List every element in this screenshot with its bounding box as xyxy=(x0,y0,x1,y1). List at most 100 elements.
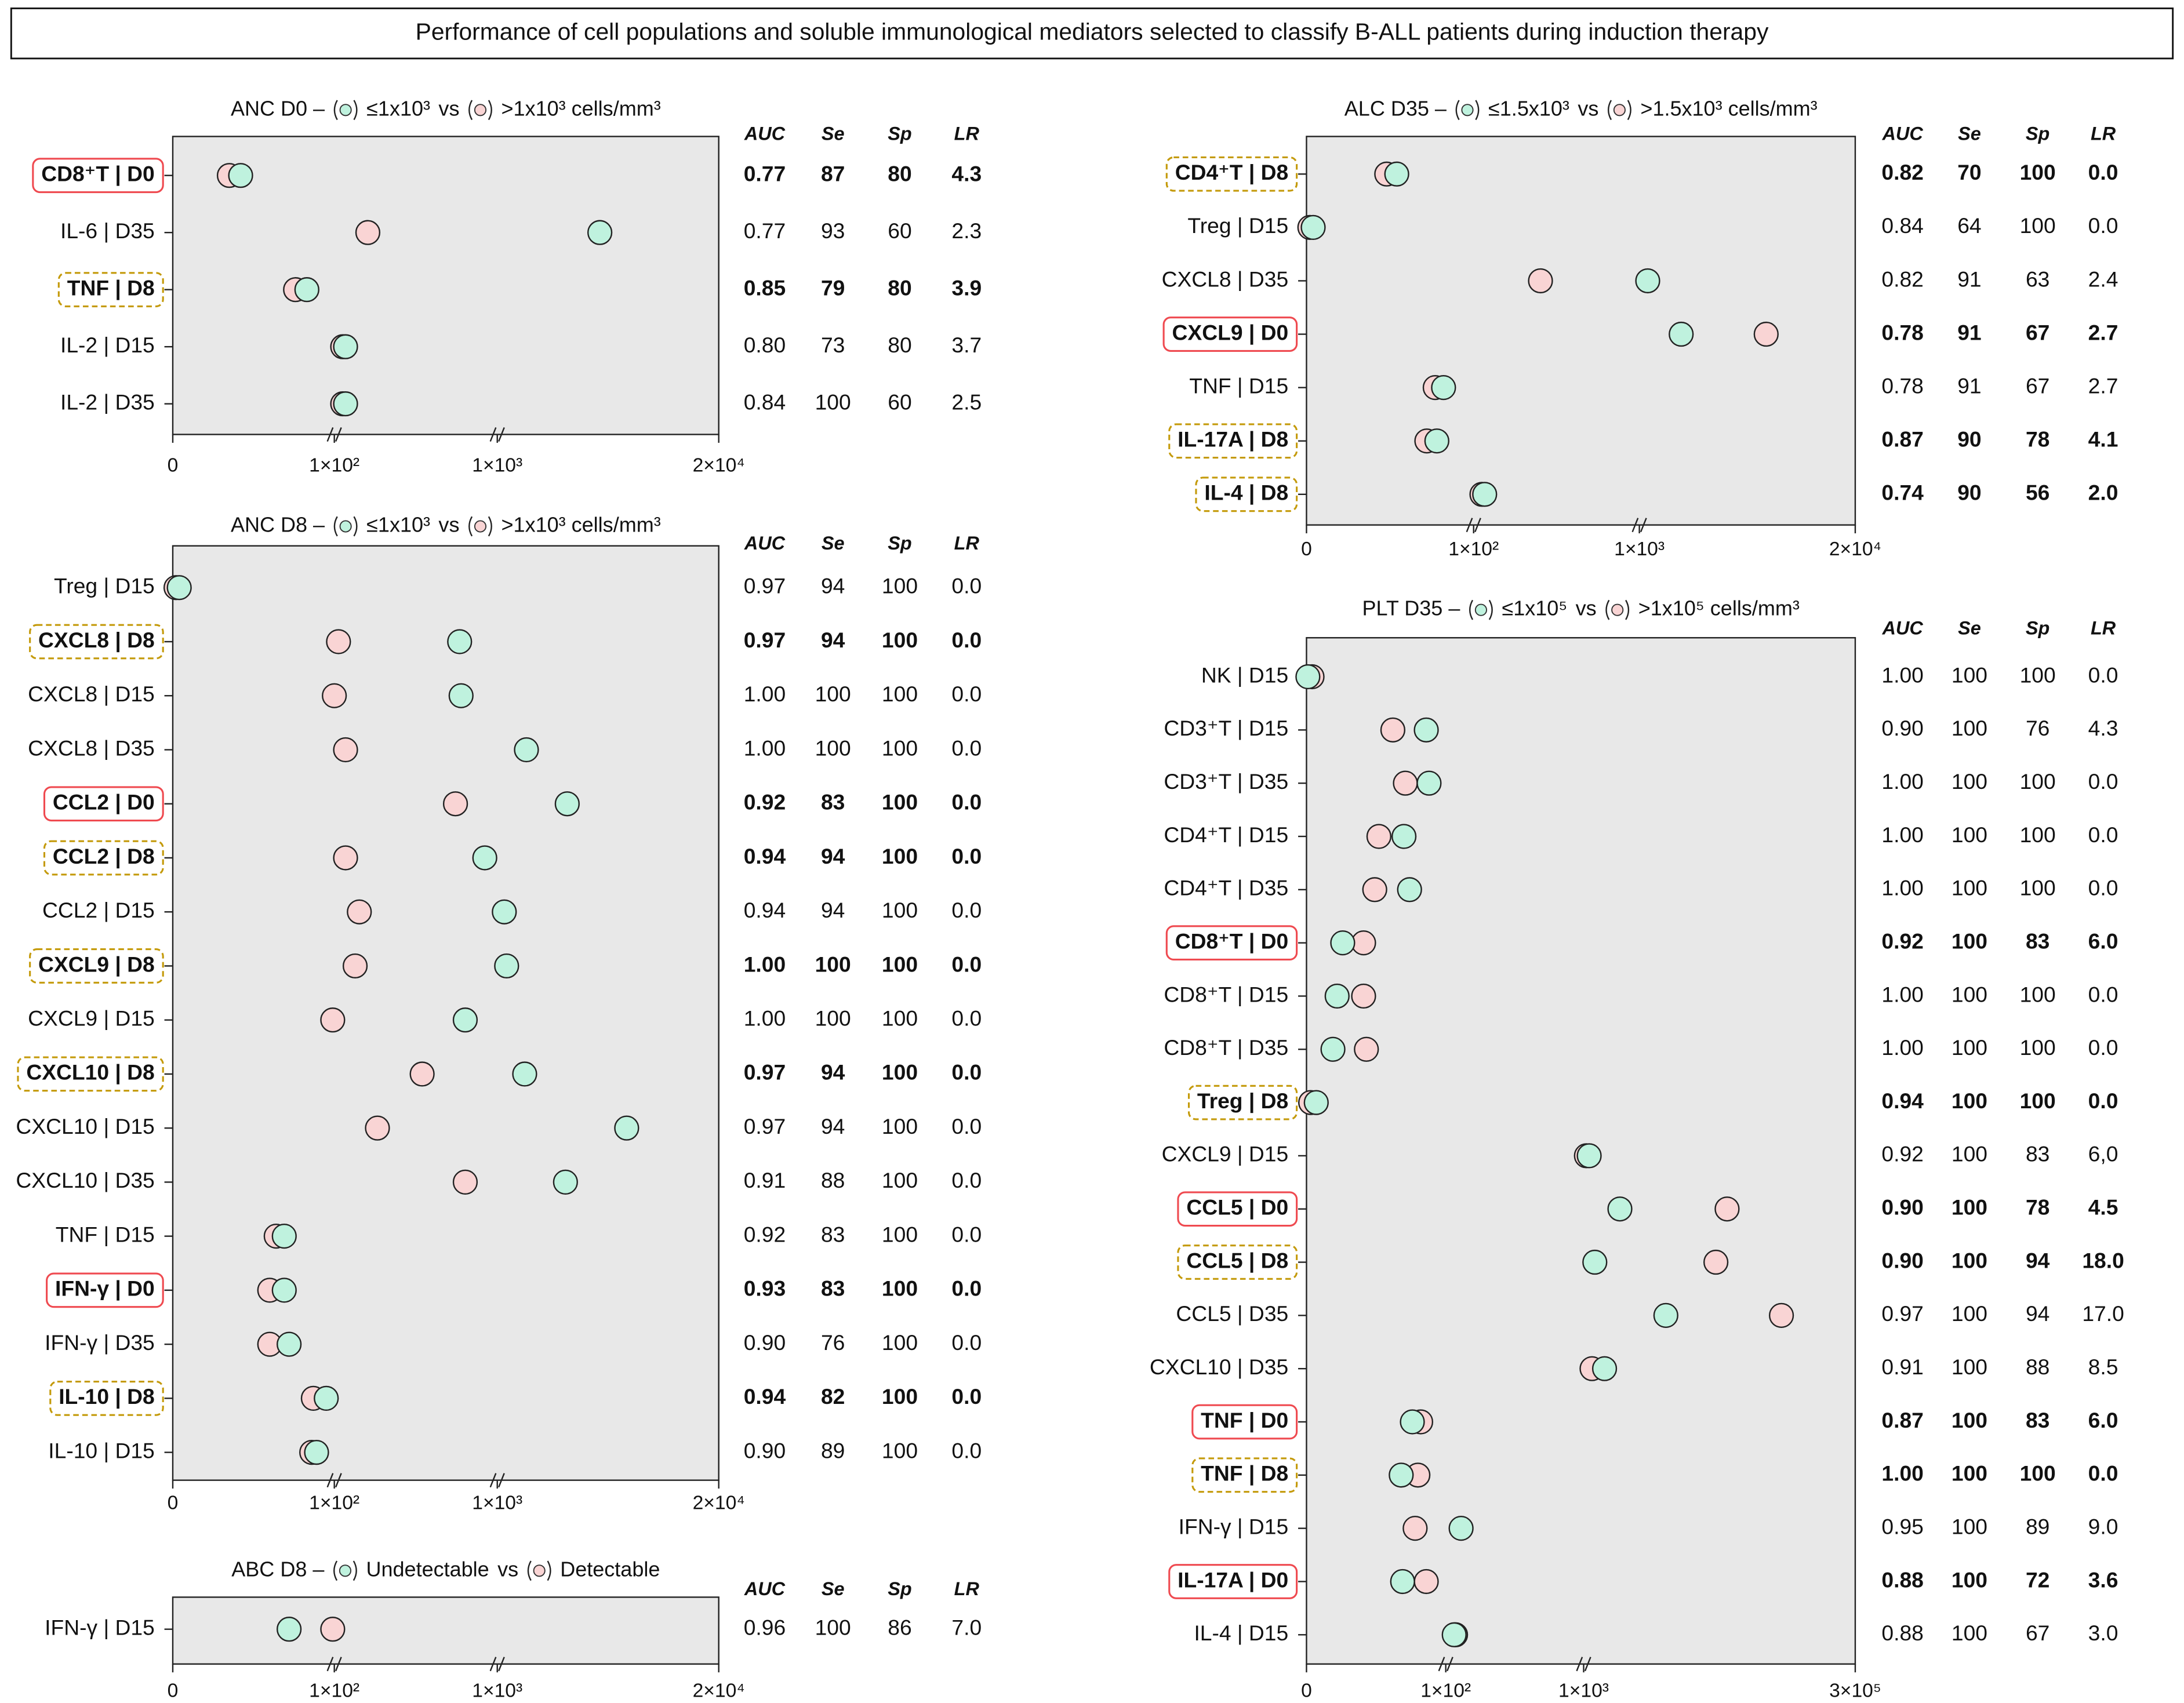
dot xyxy=(1416,770,1442,796)
panel-title: vs xyxy=(438,96,459,120)
table-cell: 83 xyxy=(821,1276,845,1301)
dot xyxy=(1448,1516,1474,1541)
x-tick-label: 3×10⁵ xyxy=(1829,1680,1881,1702)
row-label: CD8⁺T | D35 xyxy=(1164,1035,1288,1060)
row-label: IL-4 | D8 xyxy=(1204,481,1288,505)
table-cell: 88 xyxy=(2026,1355,2049,1379)
table-cell: 2.4 xyxy=(2088,267,2118,291)
row-label: CXCL9 | D15 xyxy=(1162,1142,1289,1166)
x-tick-label: 1×10² xyxy=(309,1492,359,1513)
row-label: Treg | D15 xyxy=(1187,213,1288,238)
row-label: IFN-γ | D0 xyxy=(55,1276,155,1301)
x-tick-label: 2×10⁴ xyxy=(693,1492,745,1513)
dot xyxy=(492,899,517,925)
table-cell: 0.96 xyxy=(744,1615,786,1640)
dot xyxy=(587,220,613,245)
row-label: CCL5 | D35 xyxy=(1176,1301,1288,1326)
table-cell: 93 xyxy=(821,219,845,243)
table-cell: 100 xyxy=(2020,213,2056,238)
dot xyxy=(271,1278,297,1303)
dot xyxy=(277,1617,302,1642)
table-cell: 0.0 xyxy=(951,790,982,814)
table-cell: 100 xyxy=(815,390,851,414)
table-cell: 0.82 xyxy=(1881,160,1923,184)
panel-title: ≤1x10³ xyxy=(366,96,430,120)
table-cell: 76 xyxy=(2026,716,2049,740)
table-cell: 100 xyxy=(882,790,918,814)
table-cell: 100 xyxy=(815,1615,851,1640)
row-label: CXCL9 | D15 xyxy=(28,1006,155,1031)
table-cell: 0.0 xyxy=(951,1384,982,1409)
row-label: IFN-γ | D15 xyxy=(45,1615,155,1640)
row-label: CD3⁺T | D15 xyxy=(1164,716,1288,740)
table-cell: 0.91 xyxy=(744,1168,786,1192)
legend-paren xyxy=(333,100,358,121)
table-cell: 6,0 xyxy=(2088,1142,2118,1166)
table-cell: 8.5 xyxy=(2088,1355,2118,1379)
legend-swatch xyxy=(339,520,352,533)
table-cell: 100 xyxy=(1952,663,1987,687)
table-cell: 0.0 xyxy=(2088,1035,2118,1060)
table-cell: 64 xyxy=(1957,213,1981,238)
dot xyxy=(1351,983,1376,1009)
axis-break xyxy=(1631,518,1639,533)
table-cell: 83 xyxy=(2026,929,2049,953)
table-cell: 80 xyxy=(888,276,911,300)
table-cell: 78 xyxy=(2026,427,2049,452)
x-tick-label: 1×10³ xyxy=(1558,1680,1609,1702)
figure-title: Performance of cell populations and solu… xyxy=(416,18,1769,45)
axis-break xyxy=(498,427,505,442)
dot xyxy=(294,277,319,303)
table-cell: 1.00 xyxy=(744,682,786,706)
row-label: CD4⁺T | D15 xyxy=(1164,823,1288,847)
table-cell: 100 xyxy=(1952,823,1987,847)
table-cell: 100 xyxy=(2020,823,2056,847)
table-cell: 94 xyxy=(821,844,845,868)
row-label: IL-2 | D15 xyxy=(60,333,155,357)
row-label: CXCL10 | D35 xyxy=(16,1168,154,1192)
table-cell: 100 xyxy=(2020,1089,2056,1113)
table-cell: 6.0 xyxy=(2088,1408,2118,1432)
x-tick-label: 1×10² xyxy=(1420,1680,1471,1702)
row-label: IL-4 | D15 xyxy=(1194,1621,1288,1645)
table-cell: 100 xyxy=(882,1330,918,1355)
dot xyxy=(452,1169,478,1195)
row-label: IFN-γ | D15 xyxy=(1179,1514,1289,1538)
table-cell: 0.0 xyxy=(2088,769,2118,794)
panel-title: vs xyxy=(1576,596,1597,620)
dot xyxy=(1703,1249,1729,1275)
row-label: IL-2 | D35 xyxy=(60,390,155,414)
table-cell: 1.00 xyxy=(744,952,786,976)
row-label: CCL2 | D15 xyxy=(42,898,155,922)
table-cell: 94 xyxy=(821,628,845,652)
table-cell: 100 xyxy=(882,1060,918,1085)
table-cell: 94 xyxy=(821,1060,845,1085)
dot xyxy=(1413,717,1439,743)
table-cell: 100 xyxy=(1952,929,1987,953)
x-tick-label: 1×10² xyxy=(309,1680,359,1702)
table-cell: 0.80 xyxy=(744,333,786,357)
table-cell: 0.87 xyxy=(1881,427,1923,452)
row-label: CXCL8 | D35 xyxy=(1162,267,1289,291)
column-header: Se xyxy=(822,533,845,554)
table-cell: 100 xyxy=(1952,1142,1987,1166)
table-cell: 0.0 xyxy=(951,1114,982,1138)
column-header: AUC xyxy=(744,123,786,144)
x-tick-label: 0 xyxy=(1301,1680,1312,1702)
x-tick-label: 0 xyxy=(168,1492,179,1513)
column-header: Sp xyxy=(888,533,911,554)
title-box xyxy=(10,7,2174,60)
table-cell: 0.0 xyxy=(2088,982,2118,1006)
axis-break xyxy=(1438,1657,1445,1672)
legend-paren xyxy=(1607,100,1631,121)
table-cell: 9.0 xyxy=(2088,1514,2118,1538)
table-cell: 100 xyxy=(1952,716,1987,740)
row-label: CD8⁺T | D15 xyxy=(1164,982,1288,1006)
column-header: AUC xyxy=(1882,617,1924,638)
table-cell: 0.0 xyxy=(951,1330,982,1355)
table-cell: 100 xyxy=(882,628,918,652)
table-cell: 100 xyxy=(1952,1301,1987,1326)
panel-title: PLT D35 – xyxy=(1362,596,1461,620)
row-label: CXCL9 | D8 xyxy=(38,952,155,977)
table-cell: 2.5 xyxy=(951,390,982,414)
